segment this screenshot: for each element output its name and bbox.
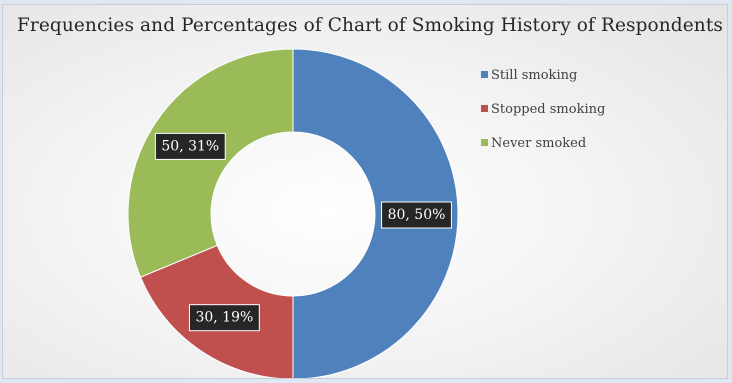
legend-swatch [481, 105, 488, 112]
chart-frame: Frequencies and Percentages of Chart of … [2, 4, 728, 379]
slice-never-smoked [127, 48, 294, 278]
legend-item-never-smoked: Never smoked [481, 136, 586, 151]
legend-item-still-smoking: Still smoking [481, 68, 577, 83]
data-label-still-smoking: 80, 50% [381, 201, 452, 229]
legend-label: Still smoking [491, 68, 577, 83]
legend-item-stopped-smoking: Stopped smoking [481, 102, 605, 117]
data-label-text: 80, 50% [388, 207, 446, 223]
data-label-text: 50, 31% [161, 138, 219, 154]
legend-label: Never smoked [491, 136, 586, 151]
legend-swatch [481, 71, 488, 78]
legend-swatch [481, 139, 488, 146]
data-label-box [381, 201, 452, 229]
data-label-box [154, 132, 226, 160]
data-label-never-smoked: 50, 31% [154, 132, 226, 160]
legend-label: Stopped smoking [491, 102, 605, 117]
slice-still-smoking [292, 48, 459, 378]
chart-title: Frequencies and Percentages of Chart of … [17, 15, 723, 36]
data-label-stopped-smoking: 30, 19% [188, 304, 260, 332]
data-label-text: 30, 19% [195, 310, 253, 326]
data-label-box [188, 304, 260, 332]
doughnut-chart: 80, 50% 30, 19% 50, 31% Still smoking Stoppe… [127, 48, 605, 378]
